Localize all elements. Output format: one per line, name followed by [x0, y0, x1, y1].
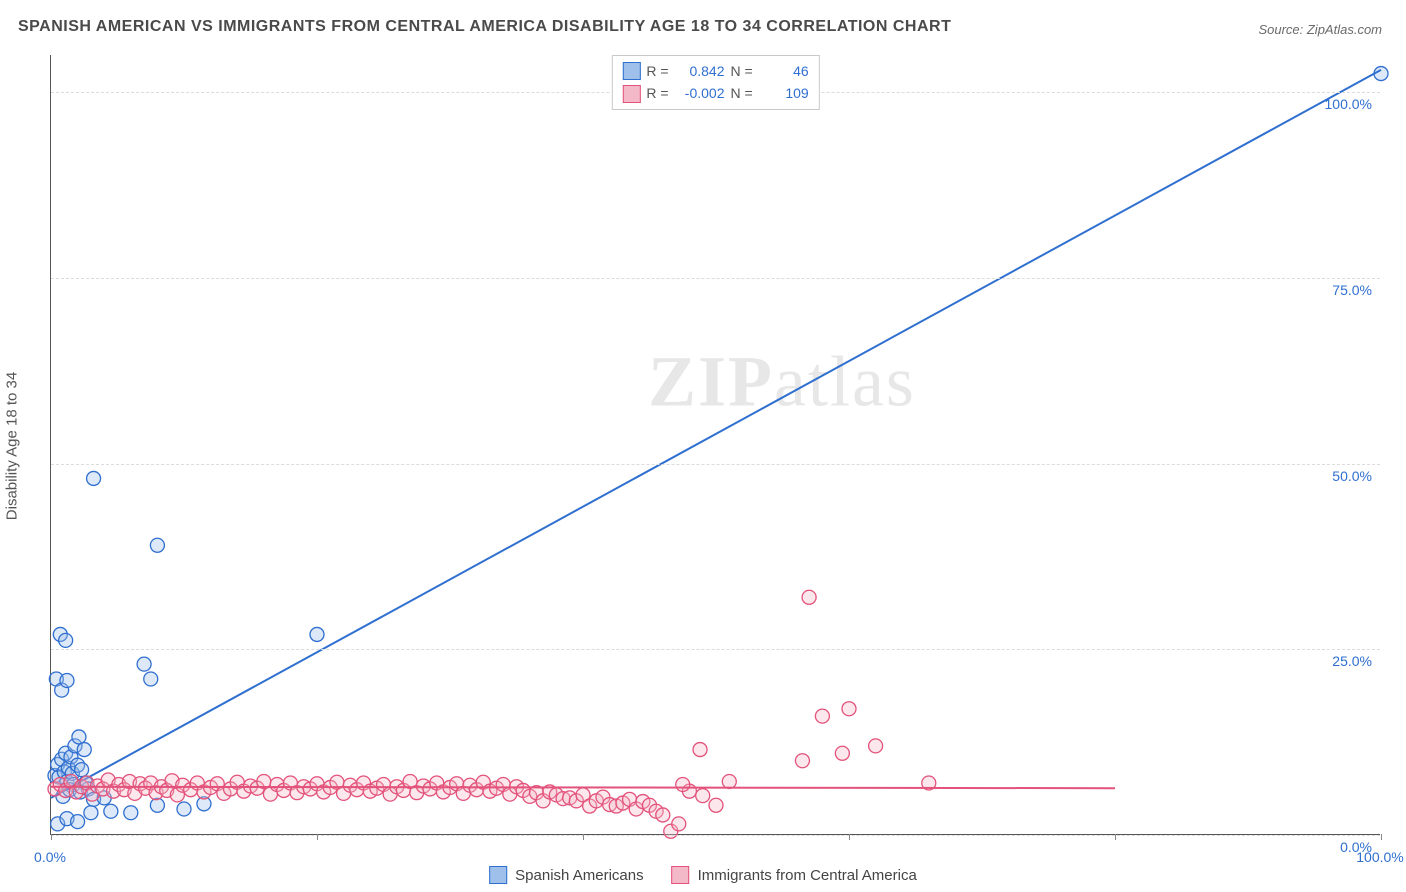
gridline-h: [51, 835, 1380, 836]
legend-row: R = 0.842 N = 46: [622, 60, 808, 82]
xtick: [317, 834, 318, 840]
ytick-label: 75.0%: [1332, 282, 1372, 298]
n-value-1: 46: [759, 60, 809, 82]
swatch-series2: [672, 866, 690, 884]
ytick-label: 25.0%: [1332, 653, 1372, 669]
chart-svg: [51, 55, 1380, 834]
y-axis-label: Disability Age 18 to 34: [4, 372, 21, 520]
r-value-2: -0.002: [675, 82, 725, 104]
gridline-h: [51, 278, 1380, 279]
series-legend: Spanish Americans Immigrants from Centra…: [489, 866, 917, 884]
swatch-series1: [622, 62, 640, 80]
xtick: [51, 834, 52, 840]
correlation-legend: R = 0.842 N = 46 R = -0.002 N = 109: [611, 55, 819, 110]
source-attribution: Source: ZipAtlas.com: [1258, 22, 1382, 37]
r-label: R =: [646, 82, 668, 104]
xtick: [583, 834, 584, 840]
ytick-label: 50.0%: [1332, 468, 1372, 484]
gridline-h: [51, 649, 1380, 650]
xtick: [849, 834, 850, 840]
gridline-h: [51, 464, 1380, 465]
xtick: [1381, 834, 1382, 840]
legend-item: Spanish Americans: [489, 866, 643, 884]
ytick-label: 100.0%: [1325, 96, 1372, 112]
chart-title: SPANISH AMERICAN VS IMMIGRANTS FROM CENT…: [18, 18, 951, 36]
r-value-1: 0.842: [675, 60, 725, 82]
swatch-series1: [489, 866, 507, 884]
n-label: N =: [731, 60, 753, 82]
swatch-series2: [622, 85, 640, 103]
xtick-label: 100.0%: [1356, 849, 1403, 865]
legend-label-1: Spanish Americans: [515, 867, 643, 884]
legend-label-2: Immigrants from Central America: [698, 867, 917, 884]
legend-row: R = -0.002 N = 109: [622, 82, 808, 104]
legend-item: Immigrants from Central America: [672, 866, 917, 884]
n-label: N =: [731, 82, 753, 104]
xtick-label: 0.0%: [34, 849, 66, 865]
n-value-2: 109: [759, 82, 809, 104]
xtick: [1115, 834, 1116, 840]
plot-area: R = 0.842 N = 46 R = -0.002 N = 109 ZIPa…: [50, 55, 1380, 835]
r-label: R =: [646, 60, 668, 82]
